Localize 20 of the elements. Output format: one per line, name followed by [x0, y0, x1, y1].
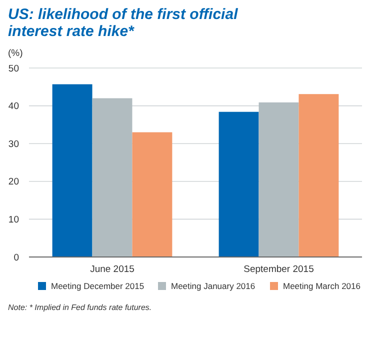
legend-label: Meeting December 2015	[51, 281, 144, 291]
text: Note: * Implied in Fed funds rate futures.	[8, 303, 152, 312]
y-tick-label: 50	[8, 63, 19, 74]
y-tick-label: 10	[8, 214, 19, 226]
bar	[258, 102, 299, 257]
y-tick-label: 40	[8, 101, 19, 112]
legend-label: Meeting March 2016	[283, 281, 361, 291]
bar	[132, 132, 172, 257]
y-tick-label: 30	[8, 138, 19, 150]
x-tick-label: September 2015	[244, 264, 314, 275]
y-tick-label: 20	[8, 176, 19, 188]
x-tick-label: June 2015	[90, 264, 134, 275]
bar	[92, 98, 132, 257]
y-tick-label: 0	[14, 252, 19, 264]
y-axis-title: (%)	[8, 48, 23, 59]
bar	[298, 94, 339, 257]
bar	[52, 84, 92, 257]
chart-title: US: likelihood of the first official interest rate hike*	[8, 6, 239, 40]
legend-label: Meeting January 2016	[171, 281, 256, 291]
bar	[218, 112, 259, 257]
